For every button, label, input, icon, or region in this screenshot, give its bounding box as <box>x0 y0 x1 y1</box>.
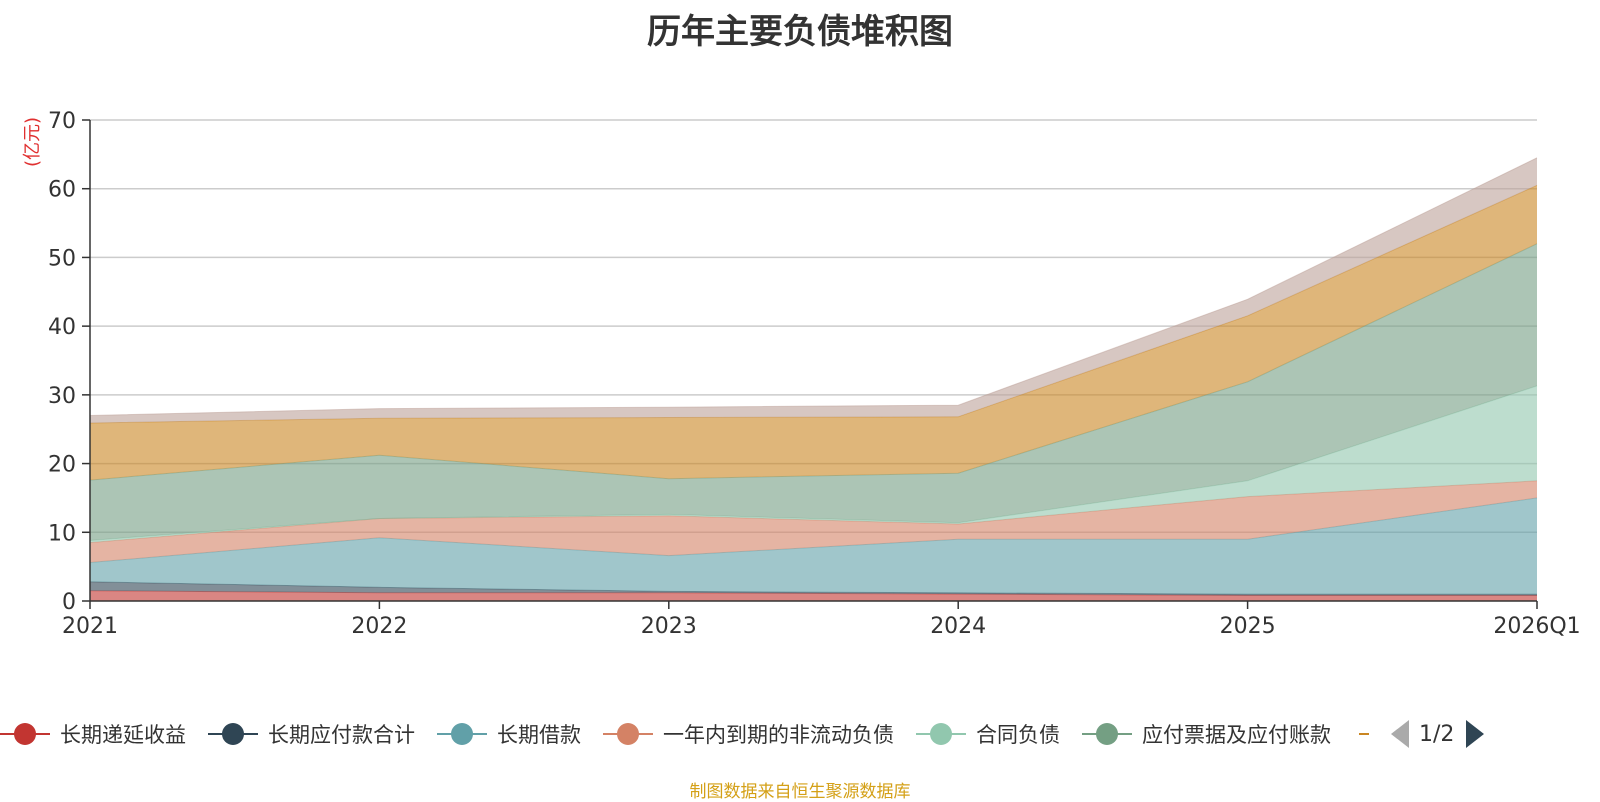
legend-marker-icon <box>0 722 50 746</box>
legend-item[interactable]: 长期递延收益 <box>0 719 186 749</box>
area-edge-7 <box>89 157 1538 416</box>
x-tick-label: 2021 <box>62 614 118 639</box>
y-tick-label: 40 <box>48 315 76 340</box>
legend-marker-icon <box>916 722 966 746</box>
y-tick-label: 50 <box>48 246 76 271</box>
legend-label: 一年内到期的非流动负债 <box>663 723 894 747</box>
x-tick-label: 2024 <box>930 614 986 639</box>
legend-items: 长期递延收益 长期应付款合计 长期借款 一年内到期的非流动负债 合同负债 应付票据及应付账… <box>0 719 1353 749</box>
legend-marker-icon <box>1082 722 1132 746</box>
legend-marker-icon <box>603 722 653 746</box>
chart-legend: 长期递延收益 长期应付款合计 长期借款 一年内到期的非流动负债 合同负债 应付票据及应付账… <box>0 716 1600 752</box>
y-tick-label: 70 <box>48 109 76 134</box>
legend-marker-dot <box>451 723 473 745</box>
legend-page-indicator: 1/2 <box>1419 721 1455 747</box>
y-tick-label: 20 <box>48 453 76 478</box>
legend-label: 长期应付款合计 <box>268 723 415 747</box>
legend-pager: 1/2 <box>1391 720 1485 748</box>
legend-truncated-item[interactable] <box>1359 733 1369 735</box>
legend-marker-dot <box>930 723 952 745</box>
area-series-5 <box>90 243 1537 541</box>
area-series-4 <box>90 385 1537 543</box>
y-tick-label: 10 <box>48 521 76 546</box>
axes: 0 10 20 30 40 50 60 70 2021 2022 2023 2024 2025 2026Q… <box>48 109 1581 639</box>
chart-plot: 0 10 20 30 40 50 60 70 2021 2022 2023 2024 2025 2026Q… <box>22 109 1581 639</box>
legend-label: 长期借款 <box>497 723 581 747</box>
legend-marker-icon <box>208 722 258 746</box>
legend-label: 长期递延收益 <box>60 723 186 747</box>
legend-marker-dot <box>1096 723 1118 745</box>
legend-marker-dot <box>617 723 639 745</box>
legend-marker-dot <box>14 723 36 745</box>
area-series-layer <box>89 157 1538 601</box>
data-source-note: 制图数据来自恒生聚源数据库 <box>689 782 911 802</box>
legend-marker-icon <box>437 722 487 746</box>
y-tick-label: 60 <box>48 178 76 203</box>
legend-item[interactable]: 长期借款 <box>437 719 581 749</box>
area-series-2 <box>90 497 1537 595</box>
area-series-3 <box>90 480 1537 563</box>
x-tick-label: 2026Q1 <box>1493 614 1580 639</box>
legend-marker-dot <box>222 723 244 745</box>
legend-next-page-icon[interactable] <box>1466 720 1485 748</box>
legend-item[interactable]: 应付票据及应付账款 <box>1082 719 1331 749</box>
legend-item[interactable]: 一年内到期的非流动负债 <box>603 719 894 749</box>
legend-label: 合同负债 <box>976 723 1060 747</box>
x-tick-label: 2025 <box>1220 614 1276 639</box>
x-tick-label: 2023 <box>641 614 697 639</box>
y-tick-label: 30 <box>48 384 76 409</box>
legend-item[interactable]: 长期应付款合计 <box>208 719 415 749</box>
area-series-1 <box>90 581 1537 596</box>
legend-item[interactable]: 合同负债 <box>916 719 1060 749</box>
legend-label: 应付票据及应付账款 <box>1142 723 1331 747</box>
legend-prev-page-icon[interactable] <box>1391 720 1409 748</box>
y-axis-unit-label: (亿元) <box>22 117 43 167</box>
chart-title: 历年主要负债堆积图 <box>647 12 953 52</box>
area-series-6 <box>90 185 1537 481</box>
y-tick-label: 0 <box>62 590 76 615</box>
x-tick-label: 2022 <box>351 614 407 639</box>
